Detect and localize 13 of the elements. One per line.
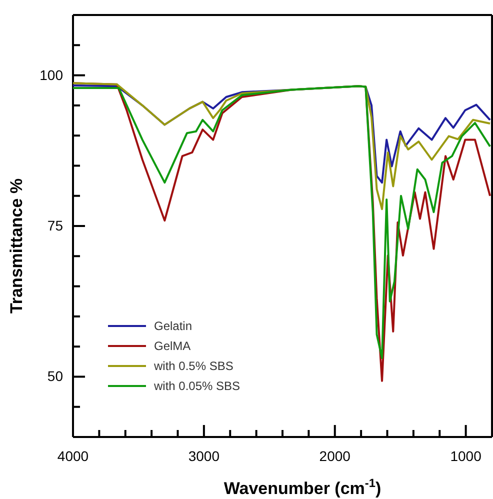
x-tick-label: 1000	[450, 448, 482, 464]
y-tick-label: 50	[47, 368, 64, 384]
legend-label: Gelatin	[154, 319, 192, 333]
y-axis-title: Transmittance %	[7, 178, 26, 314]
legend-label: with 0.5% SBS	[153, 359, 234, 373]
legend-label: with 0.05% SBS	[153, 379, 240, 393]
x-tick-label: 3000	[188, 448, 220, 464]
x-axis-title: Wavenumber (cm$^{-1}$)	[224, 476, 382, 498]
y-tick-label: 75	[47, 217, 64, 234]
x-tick-label: 2000	[319, 448, 351, 464]
x-tick-label: 4000	[57, 448, 89, 464]
legend-label: GelMA	[154, 339, 191, 353]
y-tick-label: 100	[40, 66, 64, 83]
